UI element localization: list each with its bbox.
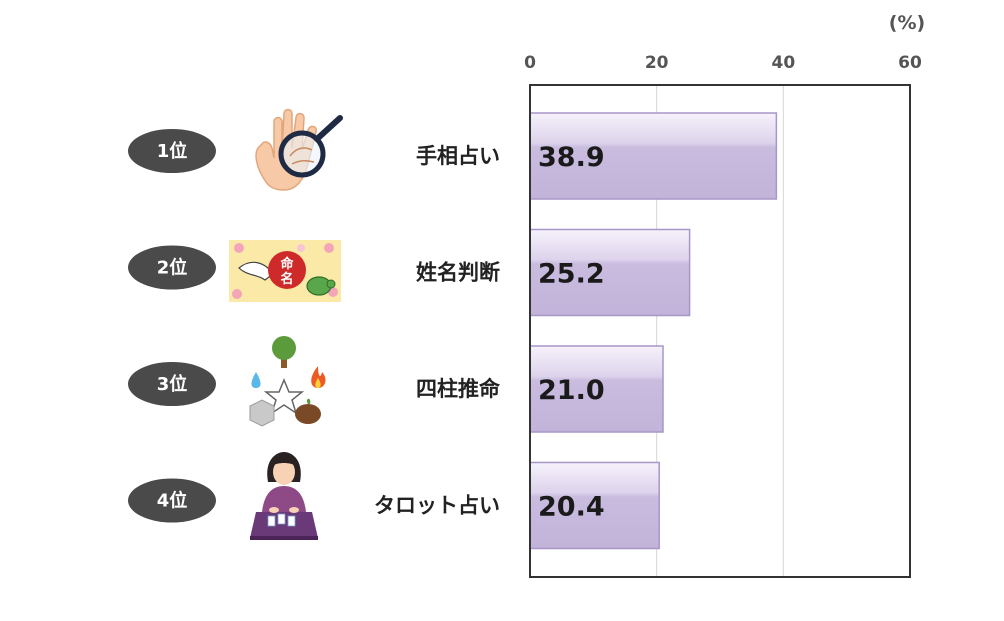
tarot-reader-icon <box>250 452 318 540</box>
category-label: 姓名判断 <box>416 261 500 285</box>
data-label: 21.0 <box>538 375 605 406</box>
rank-label: 3位 <box>157 373 188 395</box>
rank-badge <box>128 362 216 406</box>
rank-badge <box>128 129 216 173</box>
rank-label: 2位 <box>157 257 188 279</box>
data-label: 38.9 <box>538 142 605 173</box>
rank-badge <box>128 478 216 523</box>
x-tick-label: 40 <box>771 53 795 73</box>
rank-label: 4位 <box>157 490 188 512</box>
data-label: 25.2 <box>538 259 605 290</box>
x-tick-label: 60 <box>898 53 922 73</box>
bars: 38.9 25.2 21.0 20.4 <box>529 112 778 550</box>
plot-frame <box>529 84 911 578</box>
x-tick-label: 20 <box>645 53 669 73</box>
rank-label: 1位 <box>157 140 188 162</box>
category-label: 四柱推命 <box>416 377 501 401</box>
category-label: 手相占い <box>416 144 500 168</box>
category-icons: 命 名 <box>229 108 343 540</box>
x-tick-labels: 0 20 40 60 <box>524 53 922 73</box>
bar <box>529 228 691 317</box>
data-label: 20.4 <box>538 492 605 523</box>
svg-text:名: 名 <box>280 271 293 287</box>
x-tick-label: 0 <box>524 53 536 73</box>
palm-reading-icon <box>255 108 343 191</box>
four-pillars-icon <box>249 336 326 427</box>
unit-label: (%) <box>889 12 925 34</box>
name-divination-icon: 命 名 <box>229 240 341 302</box>
category-label: タロット占い <box>374 494 500 518</box>
svg-text:命: 命 <box>279 256 294 272</box>
rank-badge <box>128 245 216 290</box>
